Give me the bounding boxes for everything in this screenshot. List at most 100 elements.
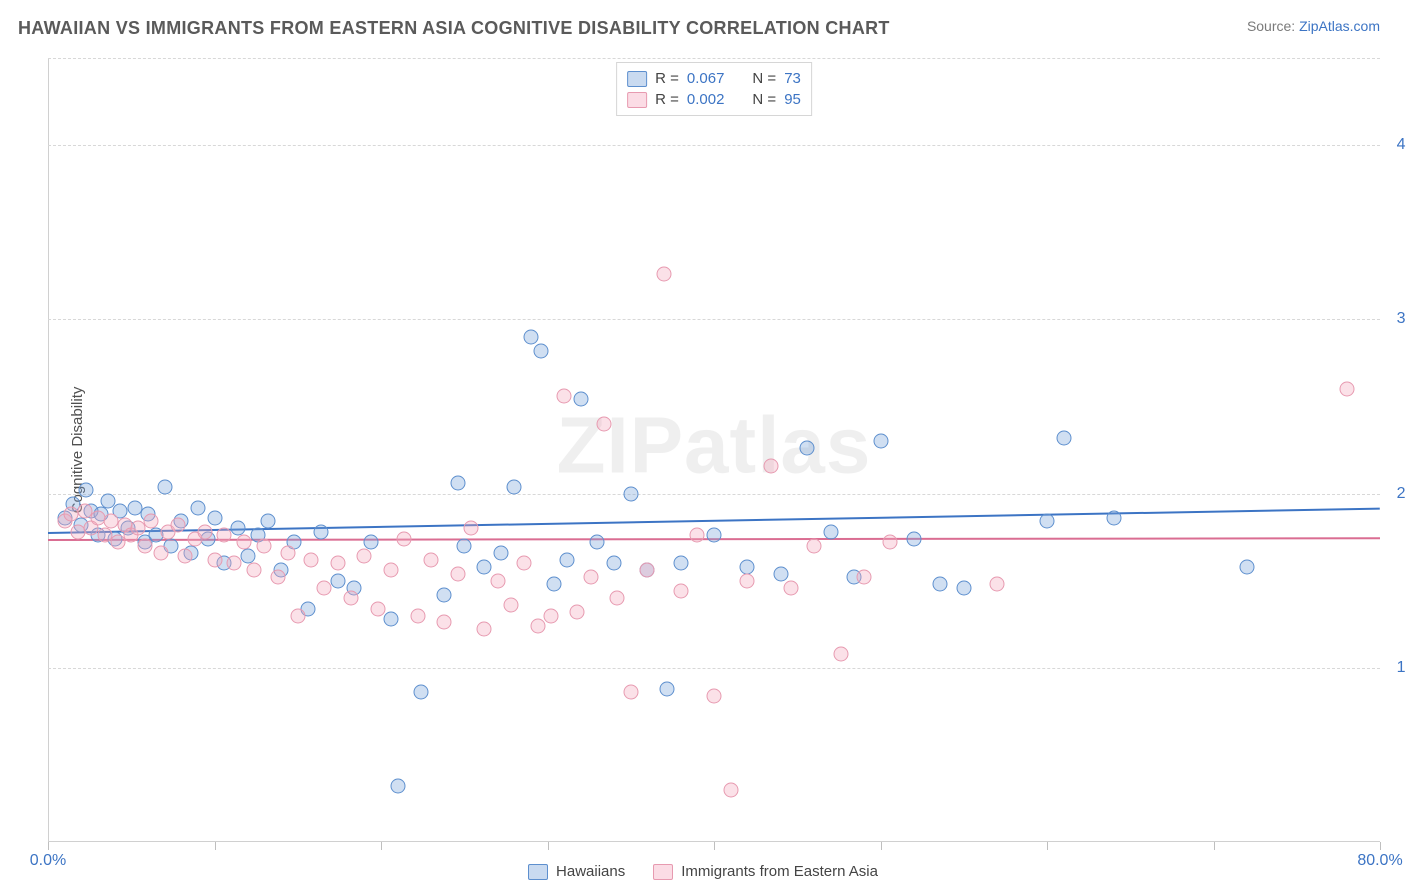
- gridline-h: [48, 58, 1380, 59]
- data-point: [517, 556, 532, 571]
- xtick: [381, 842, 382, 850]
- source-label: Source: ZipAtlas.com: [1247, 18, 1380, 34]
- data-point: [490, 573, 505, 588]
- data-point: [723, 782, 738, 797]
- xtick: [714, 842, 715, 850]
- data-point: [906, 531, 921, 546]
- data-point: [493, 545, 508, 560]
- data-point: [707, 688, 722, 703]
- data-point: [1040, 514, 1055, 529]
- legend-swatch-pink: [627, 92, 647, 108]
- data-point: [237, 535, 252, 550]
- data-point: [247, 563, 262, 578]
- data-point: [437, 615, 452, 630]
- xtick: [1214, 842, 1215, 850]
- data-point: [956, 580, 971, 595]
- source-prefix: Source:: [1247, 18, 1299, 34]
- data-point: [800, 441, 815, 456]
- data-point: [640, 563, 655, 578]
- data-point: [280, 545, 295, 560]
- xtick: [215, 842, 216, 850]
- data-point: [477, 622, 492, 637]
- legend-swatch-blue: [627, 71, 647, 87]
- data-point: [806, 538, 821, 553]
- xtick: [548, 842, 549, 850]
- legend-stats: R = 0.067 N = 73 R = 0.002 N = 95: [616, 62, 812, 116]
- gridline-h: [48, 668, 1380, 669]
- xtick: [1047, 842, 1048, 850]
- data-point: [240, 549, 255, 564]
- data-point: [547, 577, 562, 592]
- data-point: [673, 584, 688, 599]
- data-point: [597, 416, 612, 431]
- legend-series1-label: Hawaiians: [556, 863, 625, 880]
- data-point: [856, 570, 871, 585]
- ytick-label: 10.0%: [1397, 659, 1406, 677]
- data-point: [330, 573, 345, 588]
- plot-region: ZIPatlas R = 0.067 N = 73 R = 0.002 N = …: [48, 58, 1380, 842]
- data-point: [673, 556, 688, 571]
- data-point: [304, 552, 319, 567]
- bottom-legend: Hawaiians Immigrants from Eastern Asia: [0, 863, 1406, 880]
- data-point: [873, 434, 888, 449]
- data-point: [560, 552, 575, 567]
- data-point: [477, 559, 492, 574]
- data-point: [137, 538, 152, 553]
- legend-swatch-blue-2: [528, 864, 548, 880]
- data-point: [207, 552, 222, 567]
- data-point: [364, 535, 379, 550]
- data-point: [397, 531, 412, 546]
- data-point: [314, 524, 329, 539]
- data-point: [833, 646, 848, 661]
- legend-swatch-pink-2: [653, 864, 673, 880]
- data-point: [1239, 559, 1254, 574]
- watermark: ZIPatlas: [557, 399, 872, 491]
- data-point: [503, 598, 518, 613]
- legend-n-label-2: N =: [752, 91, 776, 108]
- data-point: [197, 524, 212, 539]
- source-link[interactable]: ZipAtlas.com: [1299, 18, 1380, 34]
- gridline-h: [48, 319, 1380, 320]
- data-point: [823, 524, 838, 539]
- data-point: [623, 486, 638, 501]
- xtick: [48, 842, 49, 850]
- data-point: [410, 608, 425, 623]
- data-point: [1339, 382, 1354, 397]
- legend-n2-value: 95: [784, 91, 801, 108]
- data-point: [583, 570, 598, 585]
- data-point: [523, 329, 538, 344]
- data-point: [533, 343, 548, 358]
- data-point: [207, 510, 222, 525]
- data-point: [740, 573, 755, 588]
- data-point: [357, 549, 372, 564]
- data-point: [437, 587, 452, 602]
- data-point: [610, 591, 625, 606]
- data-point: [154, 545, 169, 560]
- data-point: [390, 779, 405, 794]
- data-point: [383, 563, 398, 578]
- legend-r1-value: 0.067: [687, 70, 725, 87]
- data-point: [190, 500, 205, 515]
- chart-area: Cognitive Disability ZIPatlas R = 0.067 …: [48, 58, 1380, 842]
- legend-r2-value: 0.002: [687, 91, 725, 108]
- data-point: [170, 517, 185, 532]
- data-point: [144, 514, 159, 529]
- data-point: [457, 538, 472, 553]
- data-point: [79, 483, 94, 498]
- legend-n-label: N =: [752, 70, 776, 87]
- data-point: [317, 580, 332, 595]
- data-point: [557, 389, 572, 404]
- chart-title: HAWAIIAN VS IMMIGRANTS FROM EASTERN ASIA…: [18, 18, 890, 39]
- data-point: [783, 580, 798, 595]
- y-axis: [48, 58, 49, 842]
- data-point: [740, 559, 755, 574]
- gridline-h: [48, 145, 1380, 146]
- data-point: [257, 538, 272, 553]
- legend-series2-label: Immigrants from Eastern Asia: [681, 863, 878, 880]
- data-point: [177, 549, 192, 564]
- data-point: [1106, 510, 1121, 525]
- data-point: [933, 577, 948, 592]
- data-point: [227, 556, 242, 571]
- data-point: [260, 514, 275, 529]
- data-point: [990, 577, 1005, 592]
